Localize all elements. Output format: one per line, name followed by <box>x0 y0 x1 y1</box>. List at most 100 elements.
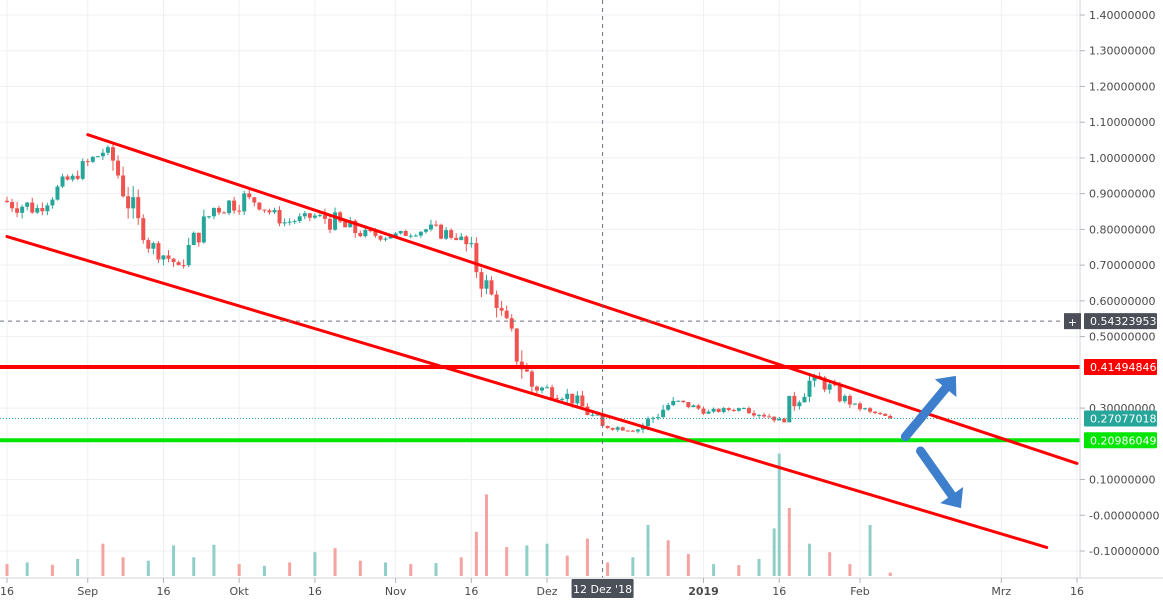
volume-bar <box>686 553 690 576</box>
volume-bar <box>25 562 29 576</box>
candle-body <box>317 215 322 217</box>
volume-bar <box>606 562 610 576</box>
candle-body <box>534 386 539 391</box>
candle-body <box>671 400 676 406</box>
candle-body <box>782 418 787 423</box>
volume-bar <box>545 543 549 576</box>
volume-bar <box>237 564 241 576</box>
candle-body <box>403 231 408 236</box>
volume-bar <box>808 543 811 576</box>
time-tick-label: Sep <box>77 585 98 598</box>
candle-body <box>751 413 756 416</box>
volume-bar <box>459 557 463 576</box>
volume-bar <box>888 572 892 576</box>
candle-body <box>322 215 327 219</box>
candle-body <box>176 262 181 266</box>
candle-body <box>489 280 494 295</box>
time-tick-label: Feb <box>850 585 869 598</box>
price-tick-label: -0.10000000 <box>1089 545 1159 558</box>
candle-body <box>615 427 620 430</box>
plus-icon: + <box>1068 316 1077 329</box>
candle-body <box>449 230 454 238</box>
candle-body <box>35 207 40 213</box>
volume-bar <box>631 557 635 576</box>
crosshair-plus-box <box>1064 313 1081 330</box>
candle-body <box>656 417 661 419</box>
candle-body <box>565 393 570 399</box>
price-tick-label: 1.10000000 <box>1089 116 1155 129</box>
candle-body <box>191 232 196 245</box>
candle-body <box>560 398 565 400</box>
candle-body <box>479 272 484 289</box>
candle-body <box>136 197 141 219</box>
candle-body <box>328 218 333 230</box>
candle-body <box>232 200 237 211</box>
volume-bar <box>525 545 529 576</box>
candle-body <box>15 208 20 213</box>
candle-body <box>696 405 701 409</box>
time-tick-label: 2019 <box>688 585 719 598</box>
volume-bar <box>50 564 54 576</box>
candle-body <box>247 193 252 198</box>
price-tag-box <box>1084 358 1157 375</box>
candle-body <box>504 310 509 319</box>
candle-body <box>857 403 862 410</box>
candle-body <box>85 161 90 163</box>
volume-bar <box>505 547 509 576</box>
time-axis[interactable]: 16 Sep 16 Okt 16 Nov 16 Dez 2019 16 Feb Mrz 16 <box>0 578 1084 598</box>
candle-body <box>620 427 625 431</box>
candle-body <box>524 369 529 372</box>
candle-body <box>701 408 706 414</box>
price-tick-label: 0.50000000 <box>1089 331 1155 344</box>
volume-bar <box>565 555 569 576</box>
volume-bar <box>313 552 317 576</box>
candle-body <box>681 400 686 403</box>
price-tags: 0.41494846 0.27077018 0.20986049 0.54323953… <box>571 313 1157 598</box>
volume-bar <box>646 525 650 576</box>
candle-body <box>211 207 216 217</box>
candle-body <box>116 160 121 176</box>
candle-body <box>812 375 817 381</box>
candle-body <box>257 202 262 210</box>
candle-body <box>302 213 307 217</box>
candle-body <box>307 213 312 218</box>
time-tick-label: 16 <box>0 585 14 598</box>
candle-body <box>227 200 232 214</box>
arrow-up-head <box>934 375 957 398</box>
candle-body <box>373 231 378 236</box>
candle-body <box>25 202 30 207</box>
volume-bar <box>146 560 150 576</box>
candle-body <box>95 156 100 158</box>
arrow-down-head <box>940 486 964 509</box>
candle-body <box>272 210 277 213</box>
candle-body <box>514 328 519 362</box>
candle-body <box>45 205 50 212</box>
candle-body <box>413 235 418 237</box>
time-tick-label: Mrz <box>991 585 1011 598</box>
volume-bar <box>409 564 413 576</box>
candle-body <box>868 408 873 412</box>
time-tick-label: Okt <box>229 585 249 598</box>
volume-bars <box>5 453 892 576</box>
candle-body <box>878 413 883 415</box>
price-tick-label: 1.20000000 <box>1089 80 1155 93</box>
volume-bar <box>484 494 488 576</box>
candle-body <box>333 212 338 230</box>
candle-body <box>873 411 878 414</box>
time-tick-label: 16 <box>308 585 322 598</box>
candle-body <box>832 384 837 386</box>
crosshair-price-tag-label: 0.54323953 <box>1090 315 1156 328</box>
candle-body <box>600 414 605 426</box>
candle-body <box>196 232 201 243</box>
candle-body <box>5 200 9 203</box>
price-tag-box <box>1084 410 1157 427</box>
candle-body <box>216 207 221 213</box>
candle-body <box>605 425 610 429</box>
candle-body <box>20 206 25 213</box>
candle-body <box>454 237 459 241</box>
candle-body <box>595 414 600 416</box>
candle-body <box>292 221 297 223</box>
candle-body <box>484 280 489 289</box>
